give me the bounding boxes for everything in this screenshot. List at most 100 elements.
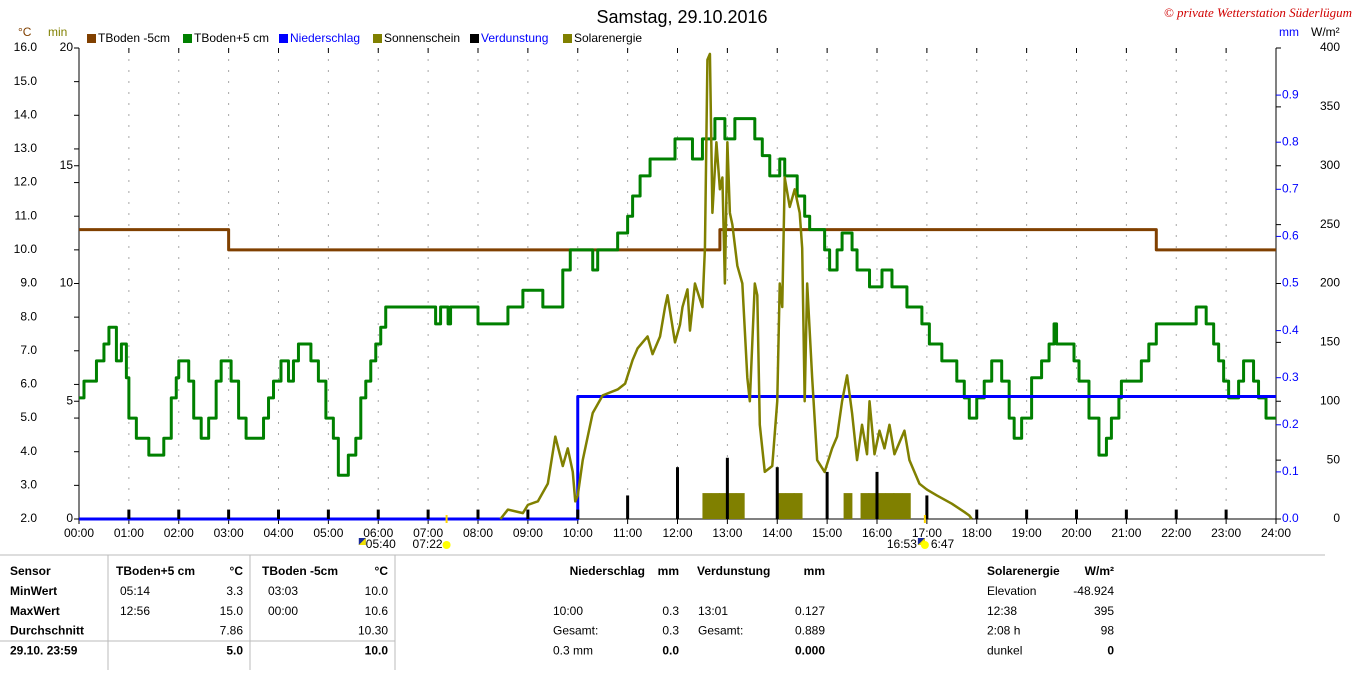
bar [785,493,795,519]
bar [1124,509,1128,519]
x-tick-label: 08:00 [463,526,493,540]
table-cell: 00:00 [268,604,298,618]
line [499,52,973,520]
row-label: Durchschnitt [10,624,84,638]
table-header: TBoden -5cm [262,564,338,578]
x-tick-label: 10:00 [563,526,593,540]
table-cell: 2:08 h [987,624,1020,638]
table-cell: 5.0 [226,643,243,657]
y4-tick-label: 400 [1320,40,1340,54]
bar [725,457,729,519]
bar [476,509,480,519]
legend-swatch [87,34,96,43]
x-tick-label: 14:00 [762,526,792,540]
x-tick-label: 24:00 [1261,526,1291,540]
x-tick-label: 11:00 [613,526,642,540]
bar [227,509,231,519]
legend-label: TBoden -5cm [98,31,170,45]
y4-tick-label: 300 [1320,158,1340,172]
table-cell: 0.3 [662,624,679,638]
x-tick-label: 17:00 [912,526,942,540]
y2-tick-label: 15 [60,158,74,172]
x-tick-label: 00:00 [64,526,94,540]
table-cell: 12:56 [120,604,150,618]
x-tick-label: 04:00 [263,526,293,540]
y3-tick-label: 0.2 [1282,417,1299,431]
y-tick-label: 13.0 [14,141,38,155]
table-cell: Elevation [987,584,1036,598]
bar [893,493,903,519]
y3-tick-label: 0.6 [1282,229,1299,243]
x-tick-label: 07:00 [413,526,443,540]
bar [793,493,803,519]
y2-tick-label: 5 [66,393,73,407]
table-cell: Gesamt: [553,624,598,638]
table-cell: Gesamt: [698,624,743,638]
table-header: Verdunstung [697,564,770,578]
table-header: Solarenergie [987,564,1060,578]
annotation: 16:53 [887,537,917,551]
x-tick-label: 13:00 [712,526,742,540]
row-label: MaxWert [10,604,60,618]
legend-label: Sonnenschein [384,31,460,45]
x-tick-label: 15:00 [812,526,842,540]
y4-tick-label: 250 [1320,217,1340,231]
y3-tick-label: 0.0 [1282,511,1299,525]
annotation: 6:47 [931,537,955,551]
y4-tick-label: 350 [1320,99,1340,113]
y4-unit: W/m² [1311,25,1340,39]
bar [626,495,630,519]
table-header: Niederschlag [570,564,645,578]
y-tick-label: 5.0 [20,410,37,424]
bar [710,493,720,519]
bar [925,495,929,519]
y-tick-label: 9.0 [20,276,37,290]
bar [702,493,712,519]
table-header: °C [375,564,389,578]
bar [775,467,779,519]
table-header: mm [658,564,679,578]
y2-tick-label: 10 [60,276,74,290]
bar [376,509,380,519]
bar [860,493,870,519]
y-unit: °C [18,25,32,39]
x-tick-label: 21:00 [1111,526,1141,540]
y-tick-label: 3.0 [20,478,37,492]
bar [326,509,330,519]
table-cell: 98 [1101,624,1115,638]
y-tick-label: 7.0 [20,343,37,357]
legend-swatch [373,34,382,43]
sun-dot [442,541,451,549]
legend-swatch [563,34,572,43]
y2-unit: min [48,25,67,39]
y-tick-label: 15.0 [14,74,38,88]
x-tick-label: 20:00 [1061,526,1091,540]
bar [843,493,853,519]
legend-label: Niederschlag [290,31,360,45]
y3-tick-label: 0.8 [1282,134,1299,148]
legend-swatch [183,34,192,43]
annotation: 07:22 [413,537,443,551]
y2-tick-label: 20 [60,40,74,54]
table-cell: 03:03 [268,584,298,598]
legend-label: Solarenergie [574,31,642,45]
bar [1075,509,1078,519]
x-tick-label: 02:00 [164,526,194,540]
bar [127,509,131,519]
y-tick-label: 6.0 [20,377,37,391]
y3-tick-label: 0.3 [1282,370,1299,384]
y3-tick-label: 0.9 [1282,87,1299,101]
x-tick-label: 19:00 [1012,526,1042,540]
table-cell: 3.3 [226,584,243,598]
table-cell: 10.30 [358,624,388,638]
y3-tick-label: 0.7 [1282,181,1299,195]
table-cell: -48.924 [1073,584,1114,598]
bar [277,509,280,519]
y-tick-label: 4.0 [20,444,37,458]
chart-title: Samstag, 29.10.2016 [596,7,767,27]
bar [727,493,737,519]
x-tick-label: 01:00 [114,526,144,540]
x-tick-label: 09:00 [513,526,543,540]
bar [426,509,430,519]
